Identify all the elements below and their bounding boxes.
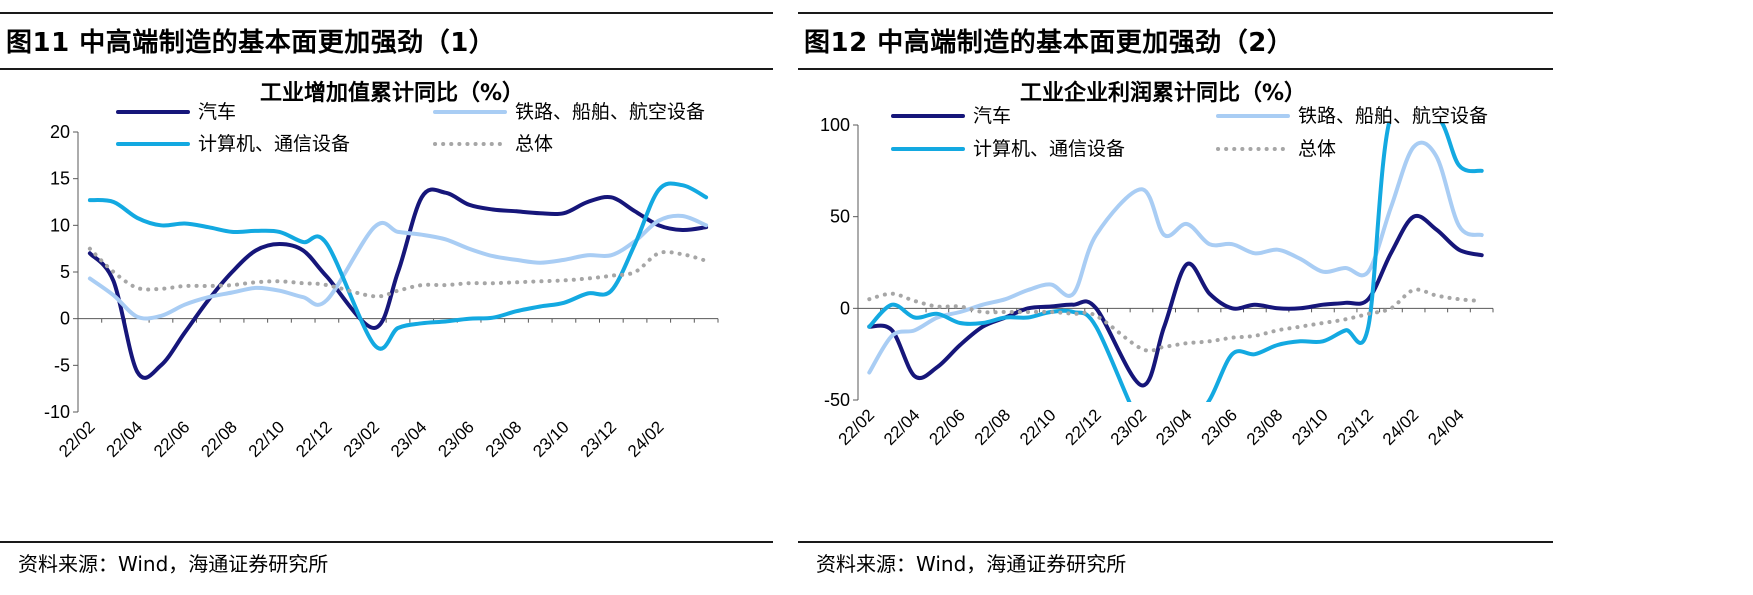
legend-label: 总体 [515,133,553,155]
bottom-rule [798,541,1553,543]
x-tick-label: 22/08 [971,405,1015,449]
top-rule [798,12,1553,14]
x-tick-label: 23/06 [434,417,478,461]
title-rule [0,68,773,70]
x-tick-label: 22/08 [197,417,241,461]
line-series-1 [867,140,1484,375]
y-tick-label: 15 [50,169,70,189]
x-tick-label: 22/04 [103,417,147,461]
y-tick-label: 0 [840,298,850,318]
x-tick-label: 22/10 [1016,405,1060,449]
line-series-1 [87,213,709,321]
legend-label: 计算机、通信设备 [973,138,1125,160]
x-tick-label: 23/02 [1107,405,1151,449]
x-tick-label: 23/04 [1152,405,1196,449]
legend-label: 铁路、船舶、航空设备 [1298,105,1488,127]
bottom-rule [0,541,773,543]
legend-label: 铁路、船舶、航空设备 [515,101,705,123]
x-tick-label: 23/12 [1334,405,1378,449]
y-tick-label: 10 [50,215,70,235]
x-tick-label: 23/10 [1288,405,1332,449]
x-tick-label: 22/12 [1061,405,1105,449]
x-tick-label: 24/02 [1379,405,1423,449]
x-tick-label: 23/08 [1243,405,1287,449]
y-tick-label: 0 [60,309,70,329]
line-series-3 [867,287,1484,353]
x-tick-label: 22/02 [835,405,879,449]
y-tick-label: -10 [44,402,70,422]
y-tick-label: 20 [50,122,70,142]
left-panel: 图11 中高端制造的基本面更加强劲（1） 工业增加值累计同比（%） -10 -5 0 5… [0,0,773,595]
y-tick-label: -50 [824,390,850,410]
x-tick-label: 22/06 [925,405,969,449]
chart-title: 工业增加值累计同比（%） [260,80,524,106]
figure-title: 图12 中高端制造的基本面更加强劲（2） [804,28,1294,58]
chart-industrial-value-added: 工业增加值累计同比（%） -10 -5 0 5 10 15 20 22/02 22/04 22/06… [44,80,719,461]
line-series-0 [87,187,709,380]
source-note: 资料来源：Wind，海通证券研究所 [816,552,1127,576]
series-lines [867,123,1484,402]
x-tick-label: 22/04 [880,405,924,449]
source-note: 资料来源：Wind，海通证券研究所 [18,552,329,576]
title-rule [798,68,1553,70]
y-tick-label: 5 [60,262,70,282]
x-tick-label: 23/06 [1198,405,1242,449]
figure-title: 图11 中高端制造的基本面更加强劲（1） [6,28,496,58]
right-panel: 图12 中高端制造的基本面更加强劲（2） 工业企业利润累计同比（%） -50 0 50… [798,0,1553,595]
y-tick-label: 100 [820,115,850,135]
legend-label: 汽车 [198,101,236,123]
x-tick-label: 22/02 [55,417,99,461]
line-series-0 [867,213,1484,388]
x-tick-label: 24/04 [1424,405,1468,449]
x-tick-label: 22/12 [292,417,336,461]
line-series-2 [87,181,709,351]
line-series-3 [87,246,709,299]
y-tick-label: 50 [830,207,850,227]
chart-title: 工业企业利润累计同比（%） [1020,80,1306,106]
x-tick-label: 22/06 [150,417,194,461]
x-tick-label: 23/08 [482,417,526,461]
x-tick-label: 23/10 [529,417,573,461]
x-tick-label: 23/04 [387,417,431,461]
x-tick-label: 24/02 [624,417,668,461]
line-series-2 [867,123,1484,402]
legend-label: 总体 [1298,138,1336,160]
top-rule [0,12,773,14]
series-lines [87,181,709,380]
legend-label: 计算机、通信设备 [198,133,350,155]
x-tick-label: 23/02 [340,417,384,461]
x-tick-label: 23/12 [577,417,621,461]
x-tick-label: 22/10 [245,417,289,461]
y-tick-label: -5 [54,355,70,375]
legend-label: 汽车 [973,105,1011,127]
